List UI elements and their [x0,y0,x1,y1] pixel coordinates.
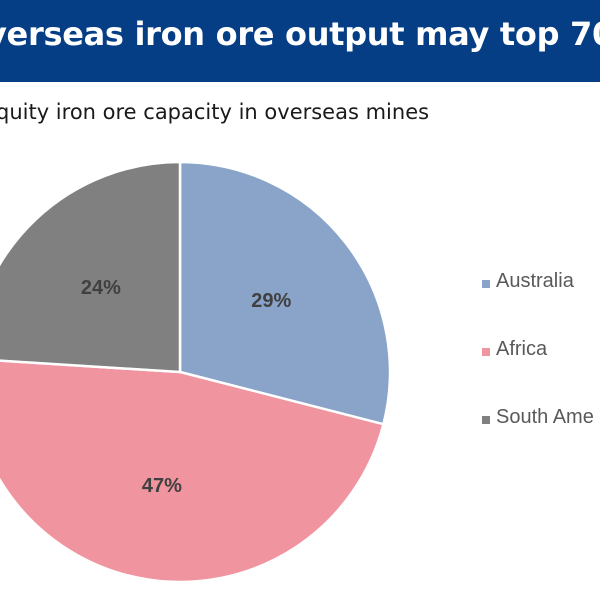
data-label-africa: 47% [142,475,182,497]
chart-title: quity iron ore capacity in overseas mine… [0,100,430,124]
legend-label: South Ame [496,406,594,428]
title-banner: verseas iron ore output may top 70 mln t [0,0,600,82]
legend-swatch [482,348,490,356]
pie-slice-australia [178,160,392,426]
data-label-south-ame: 24% [81,277,121,299]
legend-swatch [482,416,490,424]
legend-swatch [482,280,490,288]
data-label-australia: 29% [251,290,291,312]
legend-label: Africa [496,338,548,360]
banner-title: verseas iron ore output may top 70 mln t [0,15,600,53]
pie-slice-south-ame [0,160,182,374]
pie-slice-africa [0,359,385,584]
legend-label: Australia [496,270,574,292]
